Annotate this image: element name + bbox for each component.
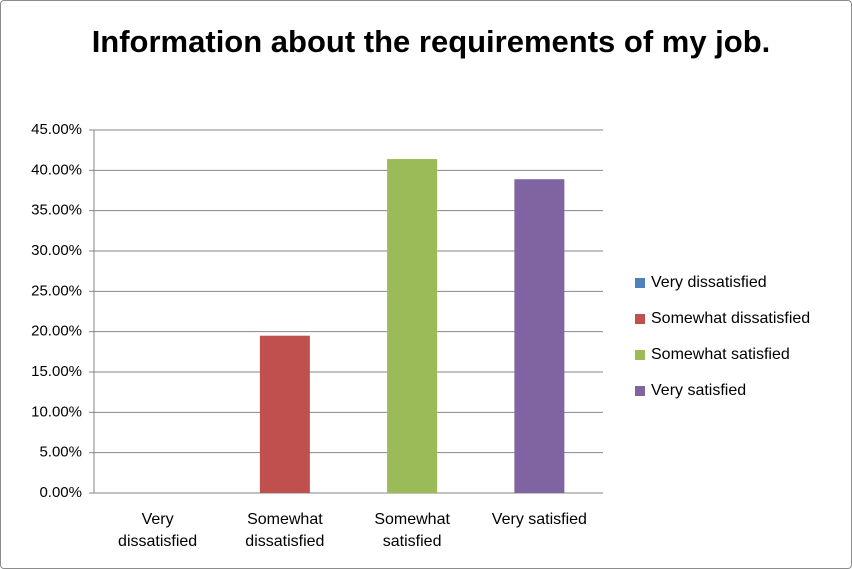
bar (387, 159, 438, 494)
legend-item: Very dissatisfied (635, 272, 767, 294)
chart-title: Information about the requirements of my… (91, 24, 771, 59)
y-tick-label: 15.00% (31, 363, 82, 380)
legend-item: Somewhat dissatisfied (635, 308, 810, 330)
x-tick-label: Very dissatisfied (118, 511, 198, 550)
legend-item: Somewhat satisfied (635, 344, 790, 366)
legend-swatch (635, 350, 645, 360)
x-tick-label: Somewhat satisfied (374, 511, 450, 550)
y-tick-label: 40.00% (31, 161, 82, 178)
legend-swatch (635, 386, 645, 396)
y-tick-label: 25.00% (31, 282, 82, 299)
legend-label: Very satisfied (651, 382, 747, 399)
y-tick-label: 45.00% (31, 121, 82, 138)
legend-label: Somewhat satisfied (651, 346, 790, 363)
x-tick-label: Somewhat dissatisfied (245, 511, 325, 550)
y-tick-label: 0.00% (39, 484, 82, 501)
bar (259, 335, 310, 493)
bar (514, 179, 565, 493)
y-tick-label: 20.00% (31, 323, 82, 340)
legend-item: Very satisfied (635, 380, 746, 402)
x-tick-label: Very satisfied (491, 511, 587, 528)
legend-swatch (635, 278, 645, 288)
legend-swatch (635, 314, 645, 324)
y-tick-label: 35.00% (31, 202, 82, 219)
y-tick-label: 5.00% (39, 444, 82, 461)
legend-label: Very dissatisfied (651, 274, 767, 291)
y-tick-label: 30.00% (31, 242, 82, 259)
y-tick-label: 10.00% (31, 403, 82, 420)
legend-label: Somewhat dissatisfied (651, 310, 811, 327)
